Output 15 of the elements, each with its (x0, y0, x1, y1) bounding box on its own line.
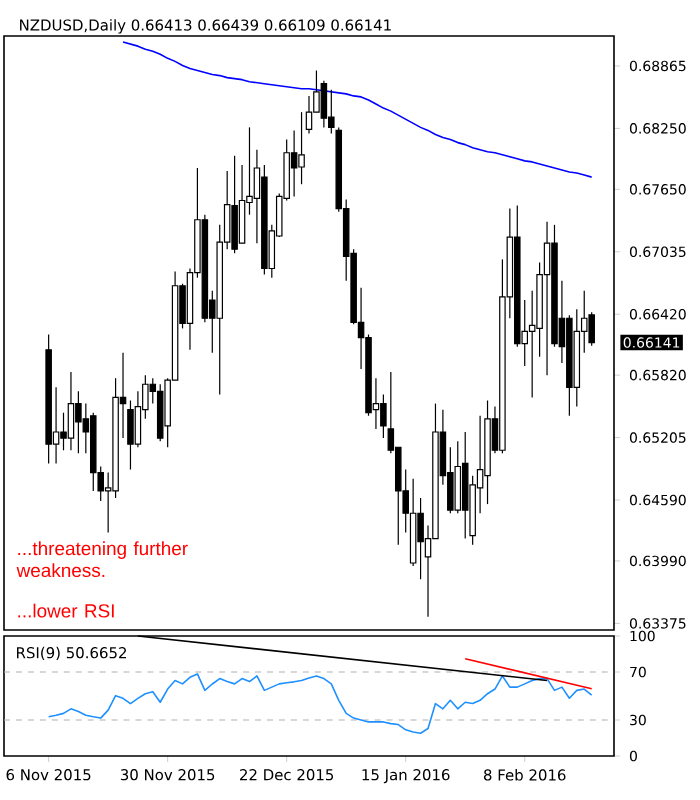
candlestick (543, 221, 551, 376)
candlestick (305, 95, 313, 135)
annotation: ...lower RSI (18, 603, 114, 618)
candlestick (238, 164, 246, 244)
candlestick (134, 390, 142, 448)
candlestick (75, 390, 82, 454)
candlestick (67, 371, 75, 451)
candlestick (298, 111, 305, 185)
candlestick (454, 440, 462, 514)
candlestick (231, 155, 238, 254)
candlestick (320, 80, 328, 128)
candlestick (461, 431, 469, 540)
candlestick (290, 129, 298, 198)
annotation: ...threatening further weakness. (16, 541, 188, 578)
candlestick (156, 383, 164, 442)
